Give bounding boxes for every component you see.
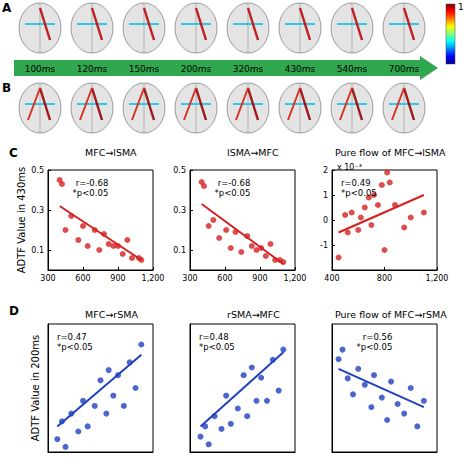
svg-text:400: 400 xyxy=(324,274,339,283)
svg-text:900: 900 xyxy=(252,274,267,283)
svg-text:D: D xyxy=(9,304,19,318)
svg-text:1: 1 xyxy=(458,2,464,12)
svg-text:430ms: 430ms xyxy=(285,64,316,74)
svg-text:MFC→lSMA: MFC→lSMA xyxy=(85,147,137,158)
svg-text:540ms: 540ms xyxy=(337,64,368,74)
svg-text:300: 300 xyxy=(182,274,197,283)
svg-text:ADTF Value in 430ms: ADTF Value in 430ms xyxy=(16,167,27,274)
svg-text:600: 600 xyxy=(75,274,90,283)
svg-text:1,200: 1,200 xyxy=(426,274,449,283)
svg-text:800: 800 xyxy=(377,274,392,283)
svg-text:*p<0.05: *p<0.05 xyxy=(73,188,109,198)
svg-text:0.3: 0.3 xyxy=(173,206,186,215)
svg-text:1,200: 1,200 xyxy=(142,274,165,283)
svg-text:*p<0.05: *p<0.05 xyxy=(215,188,251,198)
svg-text:900: 900 xyxy=(110,274,125,283)
svg-text:600: 600 xyxy=(217,274,232,283)
svg-text:Pure flow of MFC→lSMA: Pure flow of MFC→lSMA xyxy=(335,147,446,158)
svg-text:lSMA→MFC: lSMA→MFC xyxy=(227,147,279,158)
svg-text:rSMA→MFC: rSMA→MFC xyxy=(227,309,280,320)
svg-text:*p<0.05: *p<0.05 xyxy=(341,188,377,198)
svg-text:200ms: 200ms xyxy=(181,64,212,74)
svg-text:*p<0.05: *p<0.05 xyxy=(57,342,93,352)
svg-text:700ms: 700ms xyxy=(389,64,420,74)
svg-text:300: 300 xyxy=(40,274,55,283)
svg-text:100ms: 100ms xyxy=(25,64,56,74)
svg-text:ADTF Value in 200ms: ADTF Value in 200ms xyxy=(30,335,41,442)
svg-text:x 10⁻³: x 10⁻³ xyxy=(337,163,362,172)
svg-text:2: 2 xyxy=(323,166,328,175)
svg-text:*p<0.05: *p<0.05 xyxy=(357,342,393,352)
svg-text:0.1: 0.1 xyxy=(31,246,44,255)
svg-text:120ms: 120ms xyxy=(77,64,108,74)
svg-text:0.5: 0.5 xyxy=(31,166,44,175)
svg-text:320ms: 320ms xyxy=(233,64,264,74)
svg-text:r=0.56: r=0.56 xyxy=(363,332,393,342)
svg-text:r=-0.68: r=-0.68 xyxy=(76,178,109,188)
svg-text:1,200: 1,200 xyxy=(284,274,307,283)
svg-text:MFC→rSMA: MFC→rSMA xyxy=(85,309,138,320)
svg-text:0.5: 0.5 xyxy=(173,166,186,175)
svg-text:-1: -1 xyxy=(320,241,328,250)
svg-text:*p<0.05: *p<0.05 xyxy=(199,342,235,352)
svg-text:B: B xyxy=(2,81,11,95)
svg-text:150ms: 150ms xyxy=(129,64,160,74)
svg-text:r=0.49: r=0.49 xyxy=(341,178,371,188)
svg-text:0.3: 0.3 xyxy=(31,206,44,215)
svg-text:r=0.47: r=0.47 xyxy=(57,332,87,342)
svg-text:r=0.48: r=0.48 xyxy=(199,332,229,342)
svg-text:Pure flow of MFC→rSMA: Pure flow of MFC→rSMA xyxy=(335,309,447,320)
svg-text:r=-0.68: r=-0.68 xyxy=(218,178,251,188)
svg-text:A: A xyxy=(2,1,12,15)
svg-text:0: 0 xyxy=(323,216,328,225)
svg-text:0.1: 0.1 xyxy=(173,246,186,255)
svg-text:C: C xyxy=(9,146,18,160)
svg-text:1: 1 xyxy=(323,191,328,200)
